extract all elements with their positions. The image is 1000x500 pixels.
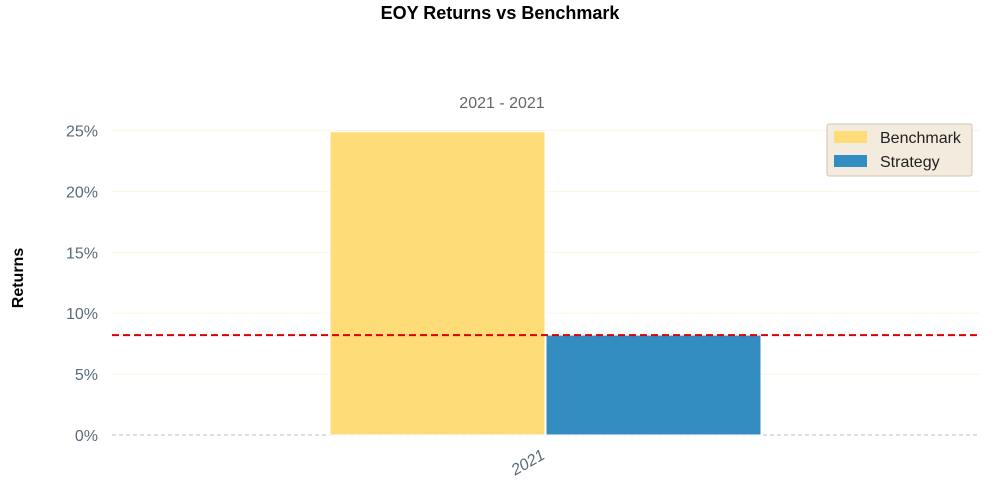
legend-label-benchmark: Benchmark: [880, 130, 962, 147]
legend-label-strategy: Strategy: [880, 154, 940, 171]
y-tick-label: 25%: [66, 124, 98, 141]
bar-strategy-2021: [545, 334, 762, 436]
y-tick-label: 0%: [75, 428, 98, 445]
y-tick-label: 5%: [75, 367, 98, 384]
legend-swatch-strategy: [834, 155, 867, 167]
chart-title: EOY Returns vs Benchmark: [381, 3, 621, 23]
bars: [329, 131, 762, 436]
y-tick-label: 10%: [66, 306, 98, 323]
chart-subtitle: 2021 - 2021: [459, 95, 545, 112]
legend: Benchmark Strategy: [826, 123, 973, 177]
x-tick-label: 2021: [508, 447, 548, 480]
x-axis-ticks: 2021: [508, 447, 548, 480]
y-axis-label: Returns: [10, 248, 27, 309]
y-tick-label: 20%: [66, 184, 98, 201]
legend-swatch-benchmark: [834, 131, 867, 143]
y-axis-ticks: 0% 5% 10% 15% 20% 25%: [66, 124, 98, 446]
bar-benchmark-2021: [329, 131, 546, 436]
y-tick-label: 15%: [66, 245, 98, 262]
